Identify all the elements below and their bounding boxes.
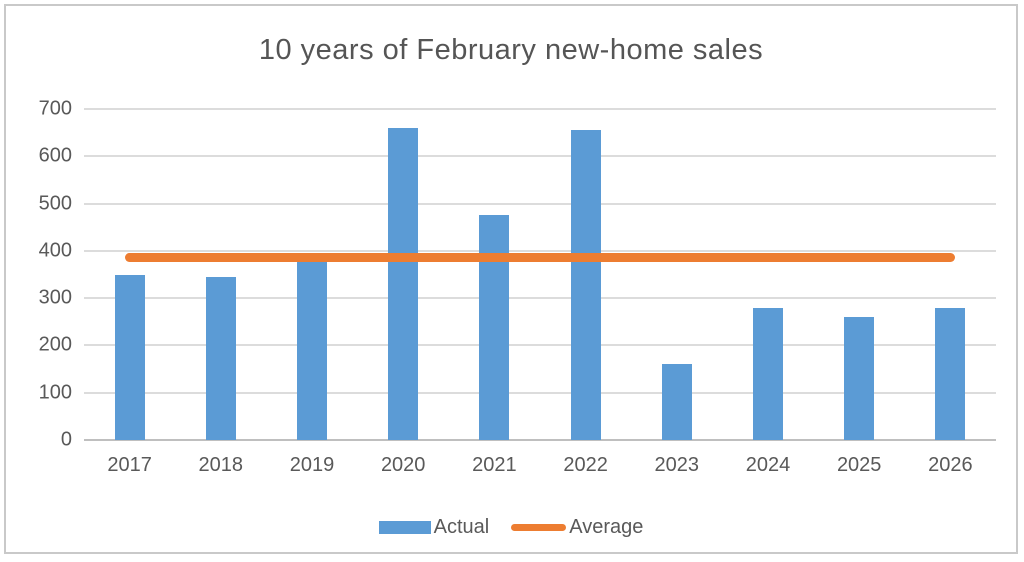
x-tick-label-2025: 2025 (836, 454, 882, 476)
gridline-100 (84, 391, 996, 394)
bar-2018 (205, 276, 236, 440)
bar-2026 (935, 307, 966, 440)
chart-title: 10 years of February new-home sales (258, 34, 764, 66)
x-tick-label-2019: 2019 (289, 454, 335, 476)
y-tick-label-100: 100 (38, 381, 72, 404)
x-tick-label-2017: 2017 (107, 454, 152, 476)
y-tick-label-400: 400 (38, 239, 72, 262)
x-tick-label-2024: 2024 (745, 454, 791, 476)
gridline-700 (84, 108, 996, 110)
bar-2025 (844, 317, 875, 440)
bar-2022 (570, 130, 601, 440)
x-tick-label-2022: 2022 (563, 454, 608, 476)
legend-average-swatch-icon (511, 523, 567, 531)
average-line (125, 253, 955, 263)
y-tick-label-300: 300 (38, 286, 72, 309)
legend-item-average: Average (511, 516, 643, 539)
x-tick-label-2023: 2023 (654, 454, 700, 476)
bar-2024 (753, 307, 783, 440)
gridline-400 (84, 249, 996, 252)
gridline-500 (84, 202, 996, 205)
legend: Actual Average (6, 513, 1016, 541)
legend-actual-label: Actual (433, 515, 490, 538)
bar-2023 (661, 364, 692, 440)
bar-2017 (114, 274, 145, 440)
x-tick-label-2020: 2020 (380, 454, 426, 476)
plot-area: 0 100 200 300 400 500 600 700 2017 2018 2019 2020 20… (39, 98, 996, 476)
legend-actual-swatch-icon (378, 520, 431, 534)
gridline-600 (84, 155, 996, 158)
y-tick-label-600: 600 (38, 144, 72, 167)
y-tick-label-700: 700 (38, 97, 72, 120)
gridline-200 (84, 344, 996, 347)
chart-container: 10 years of February new-home sales 0 100… (4, 4, 1018, 554)
x-tick-label-2026: 2026 (928, 454, 973, 476)
bar-2020 (388, 127, 419, 440)
y-tick-label-200: 200 (38, 333, 72, 356)
x-tick-label-2021: 2021 (472, 454, 517, 476)
legend-item-actual: Actual (378, 515, 490, 539)
gridline-300 (84, 297, 996, 300)
x-tick-label-2018: 2018 (198, 454, 244, 476)
bar-2019 (297, 260, 327, 440)
x-axis-line (84, 439, 996, 441)
legend-average-label: Average (569, 515, 644, 538)
y-tick-label-0: 0 (60, 428, 72, 451)
y-tick-label-500: 500 (38, 192, 72, 215)
bar-2021 (479, 215, 510, 440)
